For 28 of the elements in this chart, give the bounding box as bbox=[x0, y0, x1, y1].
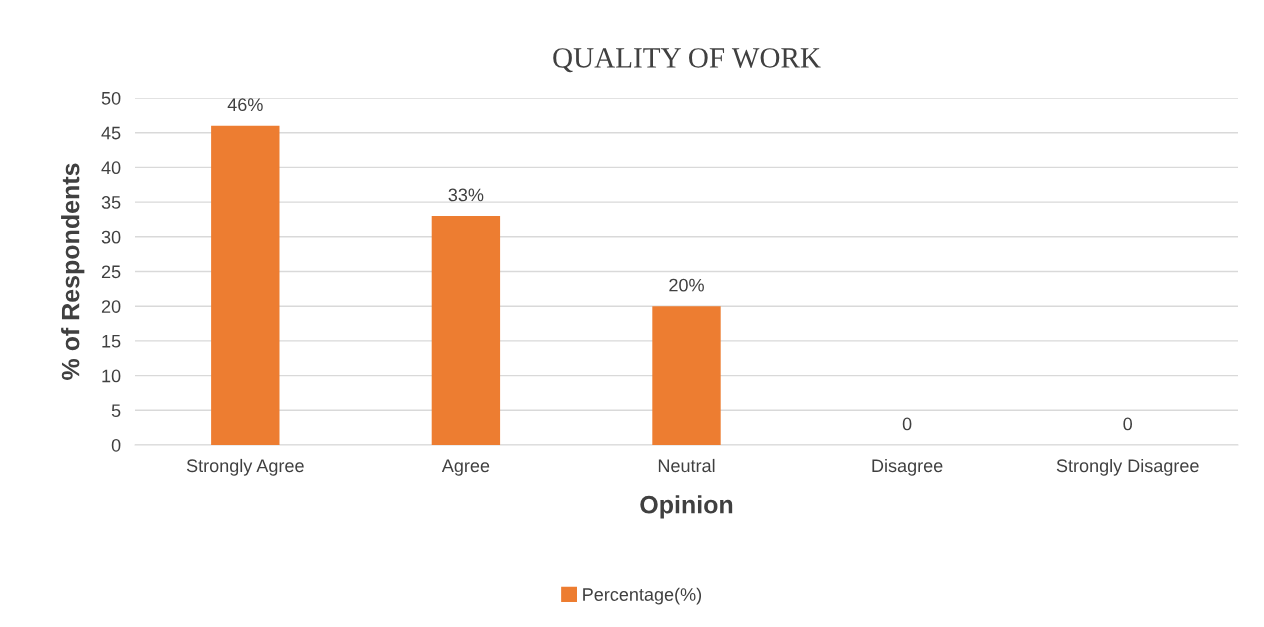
legend-label: Percentage(%) bbox=[583, 587, 702, 605]
x-tick-label: Disagree bbox=[872, 458, 943, 476]
data-label: 33% bbox=[448, 188, 484, 202]
x-tick-label: Strongly Disagree bbox=[1056, 458, 1199, 476]
y-tick-label: 25 bbox=[101, 265, 121, 279]
bar bbox=[652, 306, 721, 445]
y-axis-title: % of Respondents bbox=[61, 163, 85, 380]
bar bbox=[431, 215, 501, 445]
y-tick-label: 35 bbox=[101, 196, 121, 209]
y-tick-label: 20 bbox=[101, 300, 121, 313]
y-tick-label: 10 bbox=[102, 369, 121, 383]
x-tick-label: Strongly Agree bbox=[186, 458, 304, 476]
y-tick-label: 40 bbox=[101, 161, 121, 175]
y-tick-label: 5 bbox=[111, 404, 121, 418]
y-tick-label: 15 bbox=[102, 335, 121, 348]
y-tick-label: 45 bbox=[101, 126, 121, 140]
data-label: 46% bbox=[227, 98, 263, 112]
y-tick-label: 30 bbox=[101, 230, 121, 244]
y-tick-label: 50 bbox=[101, 91, 121, 105]
x-tick-label: Neutral bbox=[658, 458, 715, 473]
chart-title: QUALITY OF WORK bbox=[553, 48, 821, 73]
data-label: 20% bbox=[669, 278, 704, 292]
x-axis-title: Opinion bbox=[640, 495, 733, 519]
data-label: 0 bbox=[902, 417, 912, 431]
y-tick-label: 0 bbox=[111, 438, 121, 452]
x-tick-label: Agree bbox=[441, 459, 490, 476]
data-label: 0 bbox=[1123, 417, 1133, 431]
bar bbox=[211, 125, 280, 445]
